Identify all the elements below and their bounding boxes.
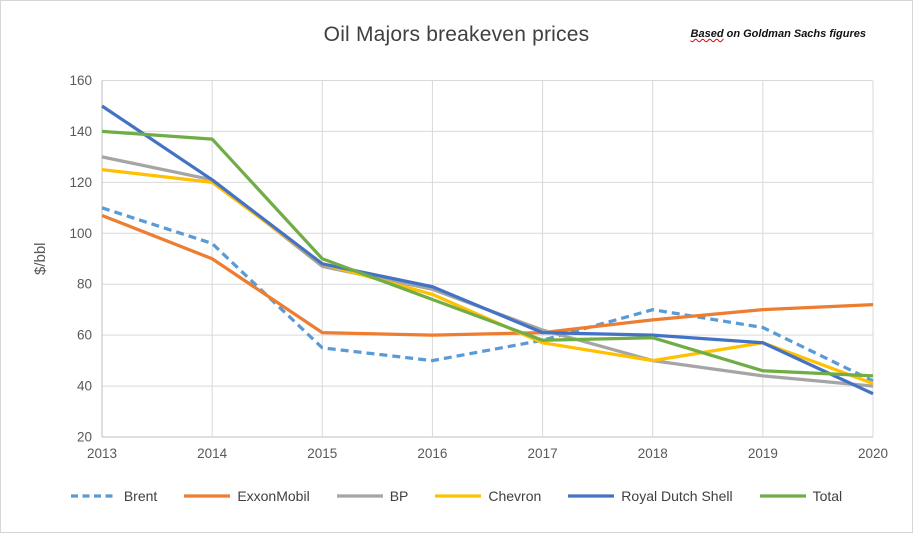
legend-line-sample: [336, 494, 383, 498]
legend: Brent ExxonMobil BP Chevron Royal Dutch Shel…: [1, 488, 912, 504]
y-tick-label: 20: [77, 430, 92, 445]
series-line-royal-dutch-shell: [101, 104, 874, 396]
annotation-underlined-word: Based: [690, 28, 724, 40]
annotation-text: on Goldman Sachs figures: [723, 28, 866, 40]
x-tick-label: 2016: [417, 446, 447, 461]
y-tick-label: 80: [77, 277, 92, 292]
source-annotation: Based on Goldman Sachs figures: [691, 28, 866, 40]
x-tick-label: 2020: [858, 446, 888, 461]
legend-line-sample: [184, 494, 231, 498]
legend-item-total: Total: [759, 488, 843, 504]
legend-item-chevron: Chevron: [435, 488, 541, 504]
y-tick-label: 40: [77, 379, 92, 394]
legend-label: ExxonMobil: [237, 488, 310, 504]
legend-item-brent: Brent: [70, 488, 158, 504]
y-tick-label: 140: [69, 124, 92, 139]
legend-line-sample: [759, 494, 806, 498]
x-tick-label: 2019: [748, 446, 778, 461]
x-tick-label: 2015: [307, 446, 337, 461]
legend-item-bp: BP: [336, 488, 409, 504]
y-tick-label: 120: [69, 175, 92, 190]
legend-item-exxonmobil: ExxonMobil: [184, 488, 310, 504]
legend-label: BP: [389, 488, 409, 504]
series-line-exxonmobil: [101, 213, 874, 337]
x-tick-label: 2018: [638, 446, 668, 461]
legend-label: Chevron: [488, 488, 542, 504]
legend-line-sample: [568, 494, 615, 498]
legend-label: Brent: [123, 488, 158, 504]
x-tick-label: 2013: [87, 446, 117, 461]
legend-line-sample: [70, 494, 117, 498]
y-axis-title: $/bbl: [32, 242, 49, 275]
legend-label: Royal Dutch Shell: [621, 488, 733, 504]
series-line-brent: [101, 206, 874, 383]
x-tick-label: 2017: [528, 446, 558, 461]
legend-label: Total: [812, 488, 843, 504]
y-tick-label: 100: [69, 226, 92, 241]
y-tick-label: 60: [77, 328, 92, 343]
y-tick-label: 160: [69, 73, 92, 88]
x-tick-label: 2014: [197, 446, 228, 461]
chart-title: Oil Majors breakeven prices: [323, 23, 590, 46]
legend-item-royal-dutch-shell: Royal Dutch Shell: [568, 488, 733, 504]
legend-line-sample: [435, 494, 482, 498]
series-line-total: [101, 129, 874, 378]
